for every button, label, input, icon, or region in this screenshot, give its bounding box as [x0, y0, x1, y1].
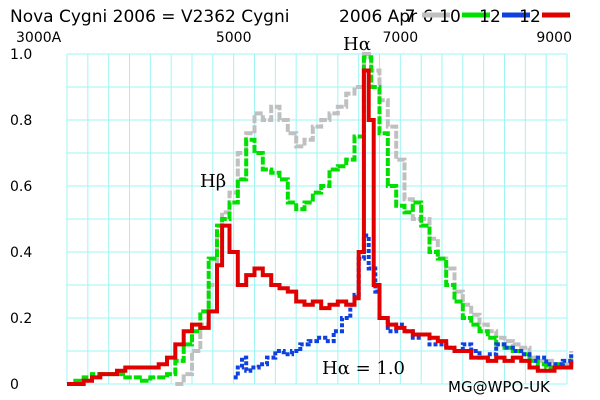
y-axis-ticks: 0 0.2 0.4 0.6 0.8 1.0: [10, 47, 32, 393]
legend-label: 7: [405, 7, 416, 27]
x-tick-label: 3000A: [16, 30, 62, 46]
y-tick-label: 1.0: [10, 47, 32, 63]
chart-title: Nova Cygni 2006 = V2362 Cygni: [10, 7, 289, 27]
legend-label: 12: [479, 7, 501, 27]
legend: 7 10 12 12: [405, 7, 570, 27]
annotation-halpha-normalization: Hα = 1.0: [322, 358, 405, 379]
y-tick-label: 0: [10, 377, 19, 393]
legend-label: 10: [439, 7, 461, 27]
series-lines: [67, 52, 574, 386]
date-label: 2006 Apr 6: [339, 7, 433, 27]
y-tick-label: 0.6: [10, 179, 32, 195]
x-tick-label: 9000: [536, 30, 572, 46]
series-line-0: [175, 52, 574, 386]
annotation-halpha: Hα: [343, 34, 371, 55]
series-line-3: [67, 68, 574, 386]
x-axis-ticks: 3000A 5000 7000 9000: [16, 30, 572, 46]
x-tick-label: 5000: [216, 30, 252, 46]
y-tick-label: 0.4: [10, 245, 32, 261]
x-tick-label: 7000: [383, 30, 419, 46]
annotation-hbeta: Hβ: [200, 171, 226, 192]
y-tick-label: 0.2: [10, 311, 32, 327]
series-line-1: [67, 55, 574, 386]
credit-label: MG@WPO-UK: [448, 378, 551, 396]
y-tick-label: 0.8: [10, 113, 32, 129]
grid: [66, 53, 568, 385]
legend-label: 12: [519, 7, 541, 27]
